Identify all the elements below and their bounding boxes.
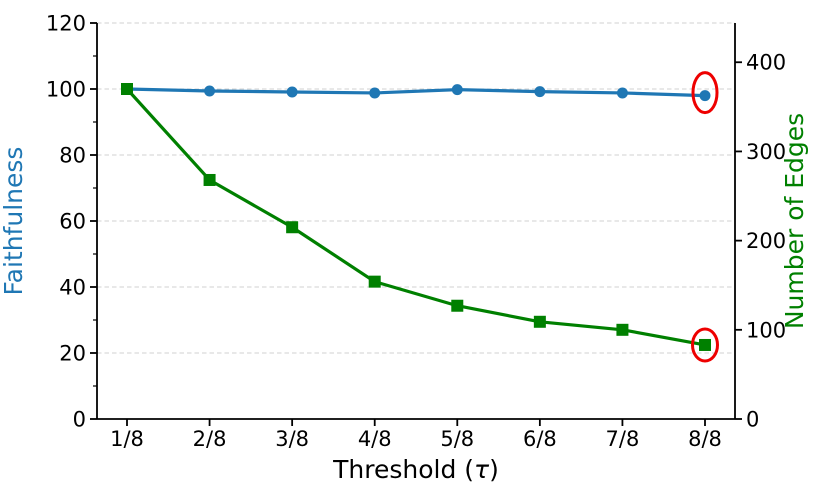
y-axis-left-tick-label: 60 bbox=[59, 210, 86, 234]
y-axis-left-tick-label: 120 bbox=[46, 12, 86, 36]
faithfulness-marker bbox=[286, 86, 298, 98]
faithfulness-marker bbox=[204, 85, 216, 97]
x-axis-tick-label: 5/8 bbox=[440, 427, 474, 451]
x-axis-label: Threshold (τ) bbox=[332, 455, 499, 484]
faithfulness-line bbox=[126, 87, 706, 98]
faithfulness-series bbox=[121, 83, 711, 102]
number-of-edges-series bbox=[121, 83, 711, 351]
y-axis-right-label: Number of Edges bbox=[780, 113, 809, 329]
faithfulness-marker bbox=[534, 86, 546, 98]
number-of-edges-marker bbox=[451, 299, 464, 312]
x-axis-tick-label: 7/8 bbox=[606, 427, 640, 451]
x-axis-tick-label: 4/8 bbox=[358, 427, 392, 451]
highlight-ellipse-number-of-edges bbox=[691, 327, 719, 363]
y-axis-left-tick-label: 20 bbox=[59, 342, 86, 366]
y-axis-left-tick-label: 40 bbox=[59, 276, 86, 300]
y-axis-right-tick-label: 100 bbox=[746, 318, 786, 342]
x-axis-tick-label: 2/8 bbox=[193, 427, 227, 451]
y-axis-left-tick-label: 100 bbox=[46, 78, 86, 102]
number-of-edges-marker bbox=[616, 323, 629, 336]
number-of-edges-line bbox=[125, 87, 706, 347]
number-of-edges-marker bbox=[203, 173, 216, 186]
number-of-edges-marker bbox=[286, 221, 299, 234]
faithfulness-marker bbox=[616, 87, 628, 99]
y-axis-left-label: Faithfulness bbox=[0, 147, 28, 296]
x-axis-tick-label: 6/8 bbox=[523, 427, 557, 451]
faithfulness-marker bbox=[369, 87, 381, 99]
y-axis-right-tick-label: 0 bbox=[746, 408, 759, 432]
number-of-edges-marker bbox=[368, 275, 381, 288]
y-axis-right-tick-label: 400 bbox=[746, 51, 786, 75]
faithfulness-marker bbox=[451, 84, 463, 96]
y-axis-left-tick-label: 0 bbox=[73, 408, 86, 432]
number-of-edges-marker bbox=[699, 338, 711, 351]
y-axis-right-tick-label: 300 bbox=[746, 140, 786, 164]
x-axis-tick-label: 3/8 bbox=[275, 427, 309, 451]
x-axis-tick-label: 8/8 bbox=[688, 427, 722, 451]
y-axis-left-tick-label: 80 bbox=[59, 144, 86, 168]
number-of-edges-marker bbox=[533, 315, 546, 328]
highlight-ellipse-faithfulness bbox=[691, 71, 719, 115]
x-axis-tick-label: 1/8 bbox=[110, 427, 144, 451]
y-axis-right-tick-label: 200 bbox=[746, 229, 786, 253]
faithfulness-marker bbox=[699, 90, 711, 102]
number-of-edges-marker bbox=[121, 83, 133, 95]
